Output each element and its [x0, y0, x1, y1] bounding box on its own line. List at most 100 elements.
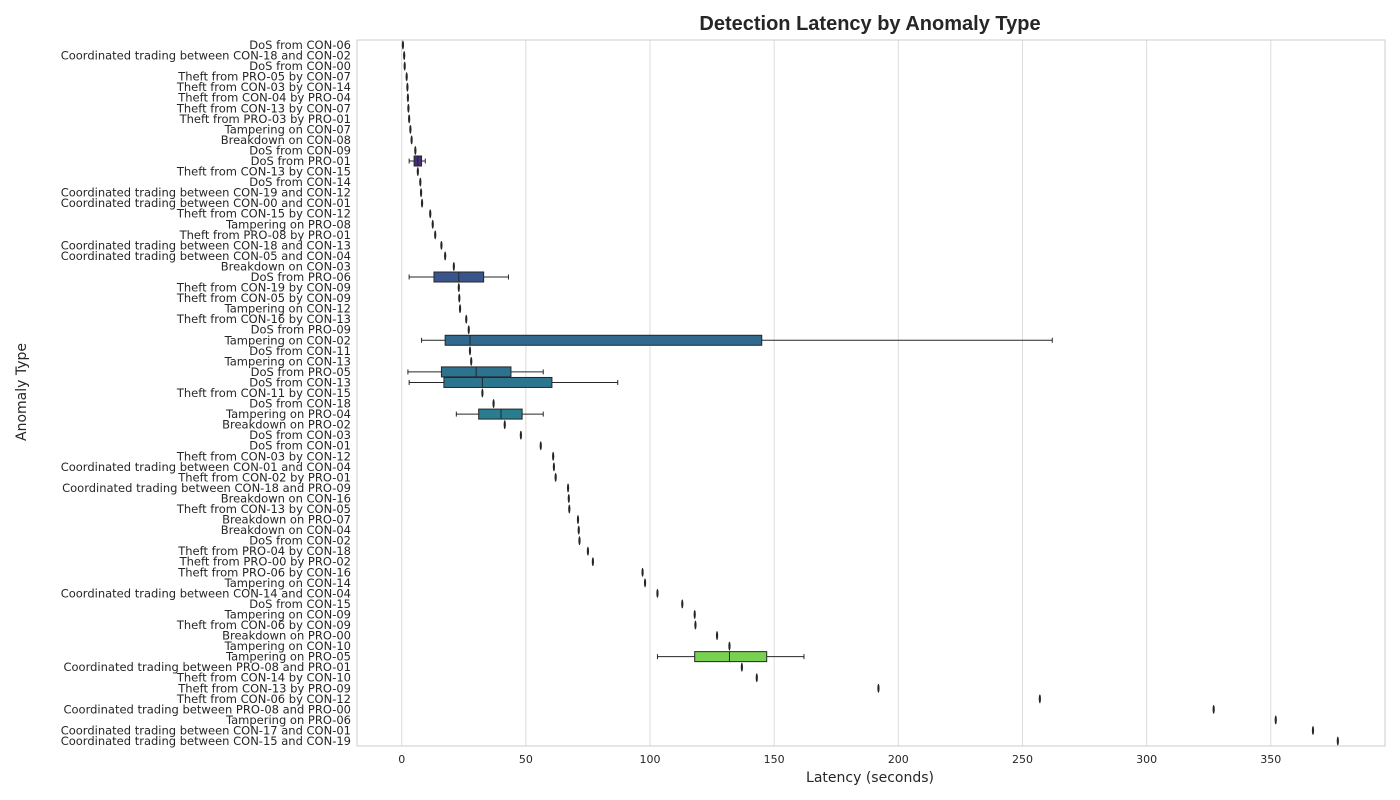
y-tick-label: DoS from CON-11: [249, 344, 351, 358]
box-mark: [576, 515, 580, 525]
box-collapsed-mark: [467, 325, 470, 335]
box-mark: [465, 314, 468, 324]
box-mark: [457, 283, 460, 293]
box-mark: [492, 399, 495, 409]
box-collapsed-mark: [578, 536, 581, 546]
y-tick-label: Coordinated trading between CON-14 and C…: [61, 586, 351, 600]
box-collapsed-mark: [406, 93, 410, 103]
box-collapsed-mark: [566, 483, 570, 493]
y-tick-label: Theft from PRO-00 by PRO-02: [179, 555, 351, 569]
box-mark: [470, 356, 473, 366]
y-tick-label: Breakdown on PRO-02: [222, 418, 351, 432]
plot-area-frame: [356, 39, 1386, 747]
y-tick-label: Tampering on CON-09: [224, 607, 351, 621]
box-iqr: [694, 651, 768, 663]
x-tick-label: 300: [1136, 753, 1157, 766]
box-collapsed-mark: [407, 103, 410, 113]
box-mark: [409, 124, 412, 134]
y-tick-label: Coordinated trading between CON-19 and C…: [61, 186, 351, 200]
y-tick-label: Coordinated trading between CON-00 and C…: [61, 196, 351, 210]
box-collapsed-mark: [755, 673, 758, 683]
box-series: [401, 40, 1339, 746]
y-tick-label: DoS from PRO-06: [251, 270, 351, 284]
box-mark: [1311, 725, 1315, 735]
box-mark: [408, 155, 426, 167]
y-tick-label: Breakdown on CON-03: [221, 259, 351, 273]
y-tick-label: Coordinated trading between PRO-08 and P…: [63, 660, 351, 674]
box-collapsed-mark: [740, 662, 743, 672]
y-tick-label: Theft from CON-13 by PRO-09: [177, 681, 351, 695]
box-mark: [567, 493, 570, 503]
box-collapsed-mark: [468, 346, 472, 356]
box-mark: [458, 293, 461, 303]
box-collapsed-mark: [458, 293, 461, 303]
box-mark: [539, 441, 542, 451]
box-collapsed-mark: [694, 620, 697, 630]
box-collapsed-mark: [481, 388, 484, 398]
box-collapsed-mark: [465, 314, 468, 324]
box-mark: [419, 188, 423, 198]
y-tick-label: Breakdown on CON-08: [221, 133, 351, 147]
y-tick-label: DoS from PRO-01: [251, 154, 351, 168]
y-tick-label: DoS from CON-02: [249, 534, 351, 548]
box-collapsed-mark: [429, 209, 432, 219]
box-mark: [681, 599, 684, 609]
box-mark: [452, 261, 455, 271]
box-mark: [467, 325, 470, 335]
y-tick-label: Theft from CON-04 by PRO-04: [177, 91, 351, 105]
box-collapsed-mark: [1311, 725, 1315, 735]
box-mark: [416, 167, 419, 177]
box-collapsed-mark: [681, 599, 684, 609]
box-collapsed-mark: [577, 525, 580, 535]
x-tick-label: 200: [888, 753, 909, 766]
box-collapsed-mark: [419, 177, 422, 187]
y-tick-label: DoS from CON-18: [249, 397, 351, 411]
y-tick-label: Theft from CON-15 by CON-12: [176, 207, 351, 221]
y-tick-label: Tampering on PRO-08: [225, 217, 351, 231]
box-collapsed-mark: [576, 515, 580, 525]
y-tick-label: DoS from PRO-05: [251, 365, 351, 379]
y-tick-label: Tampering on CON-14: [224, 576, 351, 590]
box-collapsed-mark: [1038, 694, 1041, 704]
box-mark: [444, 251, 447, 261]
box-collapsed-mark: [403, 61, 406, 71]
box-mark: [407, 366, 544, 378]
y-tick-label: Breakdown on PRO-00: [222, 629, 351, 643]
y-tick-label: Theft from CON-19 by CON-09: [176, 281, 351, 295]
box-collapsed-mark: [715, 631, 719, 641]
box-collapsed-mark: [552, 451, 555, 461]
box-mark: [552, 462, 556, 472]
y-tick-label: Tampering on CON-07: [224, 122, 351, 136]
y-tick-label: DoS from CON-09: [249, 143, 351, 157]
box-collapsed-mark: [641, 567, 644, 577]
box-mark: [566, 483, 570, 493]
x-tick-label: 350: [1260, 753, 1281, 766]
x-tick-label: 50: [519, 753, 533, 766]
y-tick-label: Theft from CON-13 by CON-05: [176, 502, 351, 516]
box-collapsed-mark: [503, 420, 506, 430]
y-tick-label: Theft from PRO-06 by CON-16: [177, 565, 351, 579]
y-tick-label: DoS from PRO-09: [251, 323, 351, 337]
y-tick-label: Tampering on CON-02: [224, 333, 351, 347]
y-tick-label: DoS from CON-14: [249, 175, 351, 189]
y-tick-label: DoS from CON-13: [249, 375, 351, 389]
y-tick-label: Coordinated trading between CON-05 and C…: [61, 249, 351, 263]
box-mark: [407, 103, 410, 113]
box-collapsed-mark: [693, 609, 696, 619]
box-collapsed-mark: [552, 462, 556, 472]
box-mark: [641, 567, 644, 577]
box-collapsed-mark: [567, 493, 570, 503]
box-mark: [420, 198, 424, 208]
y-tick-label: Tampering on CON-12: [224, 302, 351, 316]
y-tick-label: Tampering on PRO-06: [225, 713, 351, 727]
box-mark: [693, 609, 696, 619]
box-collapsed-mark: [656, 588, 659, 598]
box-mark: [578, 536, 581, 546]
box-collapsed-mark: [416, 167, 419, 177]
y-axis-label: Anomaly Type: [14, 343, 30, 441]
box-mark: [755, 673, 758, 683]
box-collapsed-mark: [410, 135, 413, 145]
y-tick-label: Theft from CON-05 by CON-09: [176, 291, 351, 305]
x-tick-label: 250: [1012, 753, 1033, 766]
